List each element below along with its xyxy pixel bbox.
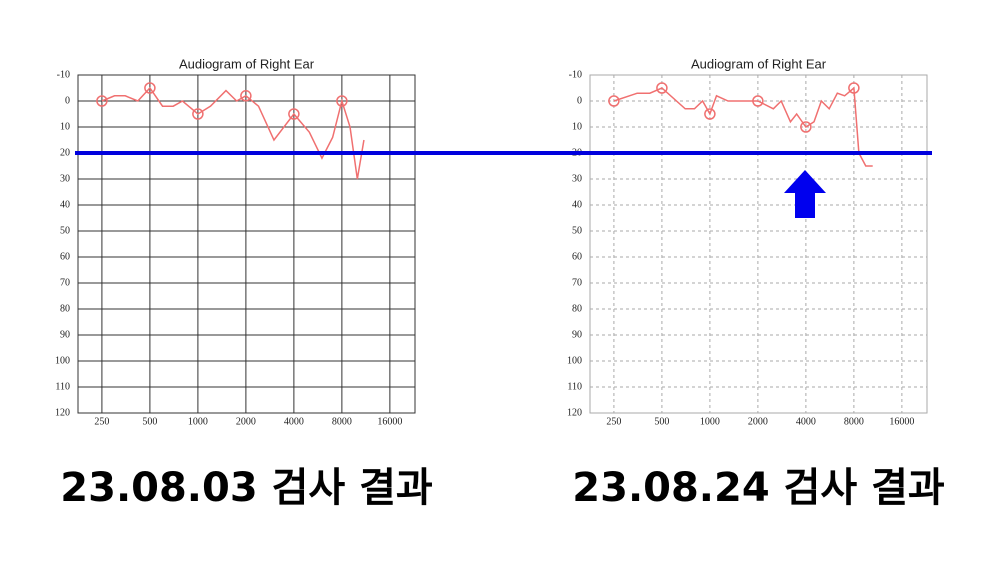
y-tick-label: 20 xyxy=(60,147,70,158)
marker xyxy=(704,108,716,120)
y-tick-label: 100 xyxy=(567,355,582,366)
y-tick-label: 10 xyxy=(60,121,70,132)
x-tick-label: 4000 xyxy=(284,416,304,427)
y-tick-label: 90 xyxy=(60,329,70,340)
marker xyxy=(848,82,860,94)
chart-title: Audiogram of Right Ear xyxy=(691,56,827,71)
y-tick-label: 50 xyxy=(60,225,70,236)
y-tick-label: 100 xyxy=(55,355,70,366)
line xyxy=(101,86,365,180)
x-tick-label: 500 xyxy=(654,416,669,427)
y-tick-label: 120 xyxy=(55,407,70,418)
y-tick-label: 40 xyxy=(572,199,582,210)
marker xyxy=(96,95,108,107)
marker xyxy=(288,108,300,120)
x-tick-label: 250 xyxy=(606,416,621,427)
x-tick-label: 4000 xyxy=(796,416,816,427)
x-tick-label: 16000 xyxy=(377,416,402,427)
marker xyxy=(656,82,668,94)
y-tick-label: -10 xyxy=(569,69,582,80)
y-tick-label: 60 xyxy=(60,251,70,262)
y-tick-label: 120 xyxy=(567,407,582,418)
marker xyxy=(608,95,620,107)
plot-frame xyxy=(77,74,416,414)
x-tick-label: 250 xyxy=(94,416,109,427)
x-tick-label: 8000 xyxy=(332,416,352,427)
caption: 23.08.24 검사 결과 xyxy=(572,465,945,511)
x-tick-label: 8000 xyxy=(844,416,864,427)
y-tick-label: 30 xyxy=(60,173,70,184)
chart-title: Audiogram of Right Ear xyxy=(179,56,315,71)
marker xyxy=(192,108,204,120)
caption: 23.08.03 검사 결과 xyxy=(60,465,433,511)
y-tick-label: 0 xyxy=(65,95,70,106)
x-tick-label: 1000 xyxy=(700,416,720,427)
marker xyxy=(752,95,764,107)
y-tick-label: 40 xyxy=(60,199,70,210)
arrow xyxy=(784,170,826,218)
line xyxy=(613,86,873,167)
y-tick-label: 30 xyxy=(572,173,582,184)
y-tick-label: 110 xyxy=(55,381,70,392)
y-tick-label: 70 xyxy=(572,277,582,288)
chart: -10 0 10 20 30 40 50 60 70 80 90 100 110 120 250 500 100… xyxy=(55,56,433,511)
x-tick-label: 2000 xyxy=(748,416,768,427)
plot-frame xyxy=(589,74,928,414)
x-tick-label: 16000 xyxy=(889,416,914,427)
x-tick-label: 1000 xyxy=(188,416,208,427)
y-tick-label: 60 xyxy=(572,251,582,262)
y-tick-label: 0 xyxy=(577,95,582,106)
y-tick-label: 110 xyxy=(567,381,582,392)
marker xyxy=(144,82,156,94)
marker xyxy=(240,90,252,102)
marker xyxy=(800,121,812,133)
y-tick-label: 80 xyxy=(572,303,582,314)
y-tick-label: 70 xyxy=(60,277,70,288)
y-tick-label: 50 xyxy=(572,225,582,236)
y-tick-label: -10 xyxy=(57,69,70,80)
marker xyxy=(336,95,348,107)
y-tick-label: 10 xyxy=(572,121,582,132)
chart: -100102030405060708090100110120250500100… xyxy=(567,56,945,511)
x-tick-label: 500 xyxy=(142,416,157,427)
y-tick-label: 80 xyxy=(60,303,70,314)
y-tick-label: 90 xyxy=(572,329,582,340)
x-tick-label: 2000 xyxy=(236,416,256,427)
